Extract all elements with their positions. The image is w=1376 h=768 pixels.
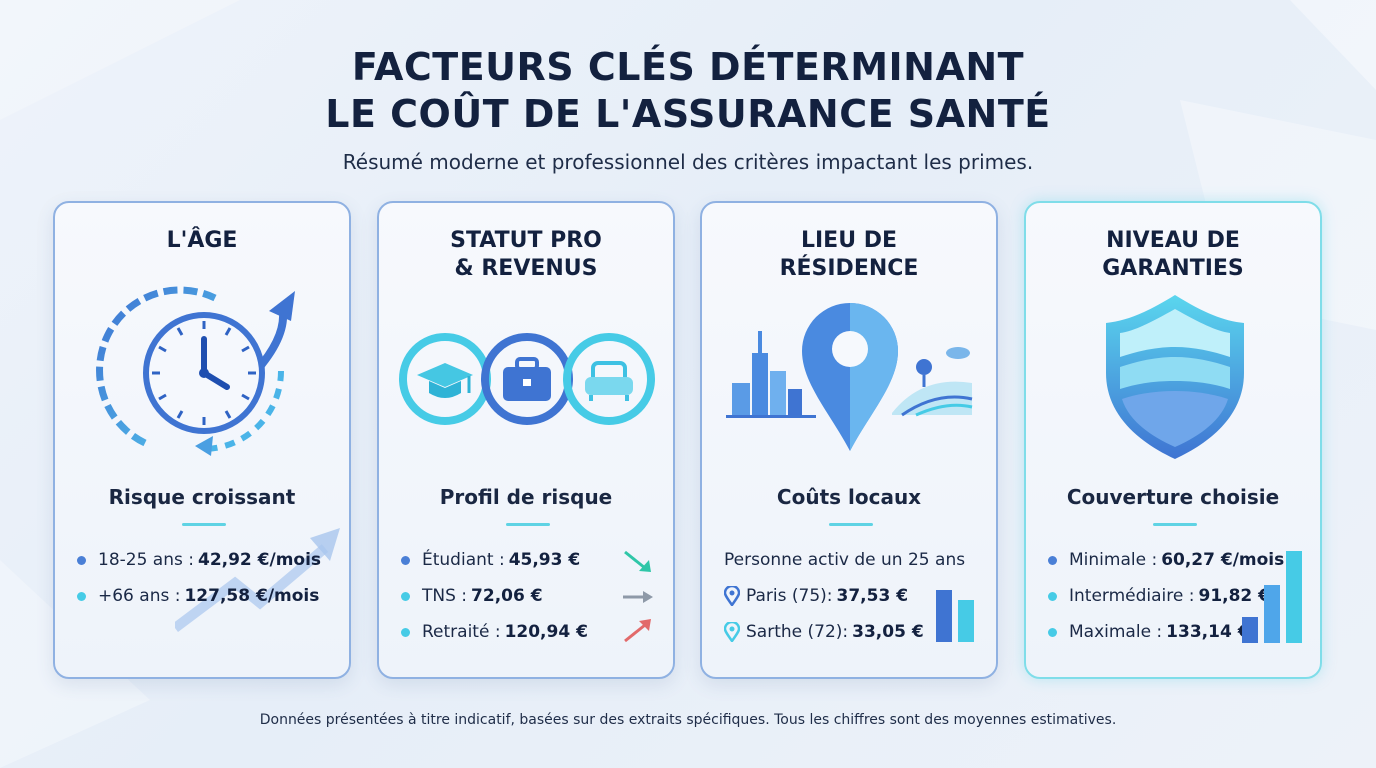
page-title-line2: LE COÛT DE L'ASSURANCE SANTÉ	[325, 92, 1051, 136]
bullet-icon	[401, 555, 410, 565]
row-label: Minimale :	[1069, 550, 1158, 570]
row-value: 42,92 €/mois	[197, 550, 322, 570]
footer-disclaimer: Données présentées à titre indicatif, ba…	[259, 712, 1117, 728]
bar-comparison-icon	[936, 590, 974, 642]
profile-note: Personne activ de un 25 ans	[724, 550, 966, 570]
list-item: Intermédiaire : 91,82 €	[1048, 586, 1270, 606]
armchair-icon	[585, 361, 633, 401]
divider	[182, 523, 226, 526]
bullet-icon	[77, 555, 86, 565]
row-value: 91,82 €	[1198, 586, 1271, 606]
row-label: Maximale :	[1069, 622, 1163, 642]
row-label: Sarthe (72):	[746, 622, 849, 642]
card-coverage-level: NIVEAU DE GARANTIES Couverture choisie M…	[1024, 201, 1322, 679]
countryside-icon	[892, 347, 973, 417]
card-title: LIEU DE RÉSIDENCE	[779, 228, 919, 281]
page-title: FACTEURS CLÉS DÉTERMINANT LE COÛT DE L'A…	[0, 44, 1376, 138]
bullet-icon	[1048, 627, 1057, 637]
bullet-icon	[1048, 555, 1057, 565]
bullet-icon	[77, 591, 86, 601]
row-value: 60,27 €/mois	[1161, 550, 1285, 570]
trend-flat-arrow-icon	[623, 591, 653, 603]
page-subtitle: Résumé moderne et professionnel des crit…	[342, 150, 1034, 174]
card-subtitle: Couverture choisie	[1066, 485, 1280, 509]
row-label: Paris (75):	[746, 586, 833, 606]
location-pin-city-countryside-icon	[726, 303, 973, 451]
trend-up-arrow-icon	[624, 619, 651, 643]
graduation-briefcase-armchair-icons	[399, 333, 655, 425]
map-pin-icon	[724, 622, 740, 642]
bullet-icon	[401, 591, 410, 601]
location-pin-icon	[802, 303, 898, 451]
row-value: 45,93 €	[508, 550, 581, 570]
divider	[506, 523, 550, 526]
row-value: 133,14 €	[1166, 622, 1250, 642]
row-value: 37,53 €	[836, 586, 909, 606]
card-subtitle: Risque croissant	[108, 485, 296, 509]
row-value: 127,58 €/mois	[184, 586, 320, 606]
list-item: Maximale : 133,14 €	[1048, 622, 1250, 642]
list-item: Retraité : 120,94 €	[401, 622, 588, 642]
page-title-line1: FACTEURS CLÉS DÉTERMINANT	[351, 45, 1025, 89]
list-item: TNS : 72,06 €	[401, 586, 543, 606]
list-item: 18-25 ans : 42,92 €/mois	[77, 550, 321, 570]
bullet-icon	[401, 627, 410, 637]
row-label: Intermédiaire :	[1069, 586, 1195, 606]
row-label: +66 ans :	[98, 586, 181, 606]
bullet-icon	[1048, 591, 1057, 601]
list-item: Paris (75): 37,53 €	[724, 586, 908, 606]
list-item: +66 ans : 127,58 €/mois	[77, 586, 319, 606]
card-subtitle: Profil de risque	[439, 485, 613, 509]
rising-trend-arrow-icon	[175, 528, 340, 632]
list-item: Sarthe (72): 33,05 €	[724, 622, 924, 642]
graduation-cap-icon	[417, 363, 473, 398]
row-label: TNS :	[422, 586, 468, 606]
city-buildings-icon	[726, 331, 816, 418]
card-residence: LIEU DE RÉSIDENCE Coûts locaux Personne …	[700, 201, 998, 679]
card-title: STATUT PRO & REVENUS	[450, 228, 602, 281]
divider	[1153, 523, 1197, 526]
row-label: Étudiant :	[422, 550, 505, 570]
card-title: NIVEAU DE GARANTIES	[1102, 228, 1244, 281]
shield-icon	[1106, 295, 1244, 459]
card-title: L'ÂGE	[166, 228, 238, 253]
briefcase-icon	[503, 357, 551, 401]
trend-down-arrow-icon	[624, 550, 651, 572]
row-label: Retraité :	[422, 622, 501, 642]
clock-arrows-icon	[96, 286, 295, 456]
row-value: 72,06 €	[471, 586, 543, 606]
map-pin-icon	[724, 586, 740, 606]
row-value: 33,05 €	[852, 622, 924, 642]
list-item: Minimale : 60,27 €/mois	[1048, 550, 1284, 570]
ascending-bars-icon	[1242, 551, 1302, 643]
card-professional-status: STATUT PRO & REVENUS Profil de risque Ét…	[377, 201, 675, 679]
row-label: 18-25 ans :	[98, 550, 194, 570]
card-age: L'ÂGE Risque croissant 18-25 an	[53, 201, 351, 679]
list-item: Étudiant : 45,93 €	[401, 550, 580, 570]
card-subtitle: Coûts locaux	[776, 485, 922, 509]
row-value: 120,94 €	[504, 622, 588, 642]
divider	[829, 523, 873, 526]
